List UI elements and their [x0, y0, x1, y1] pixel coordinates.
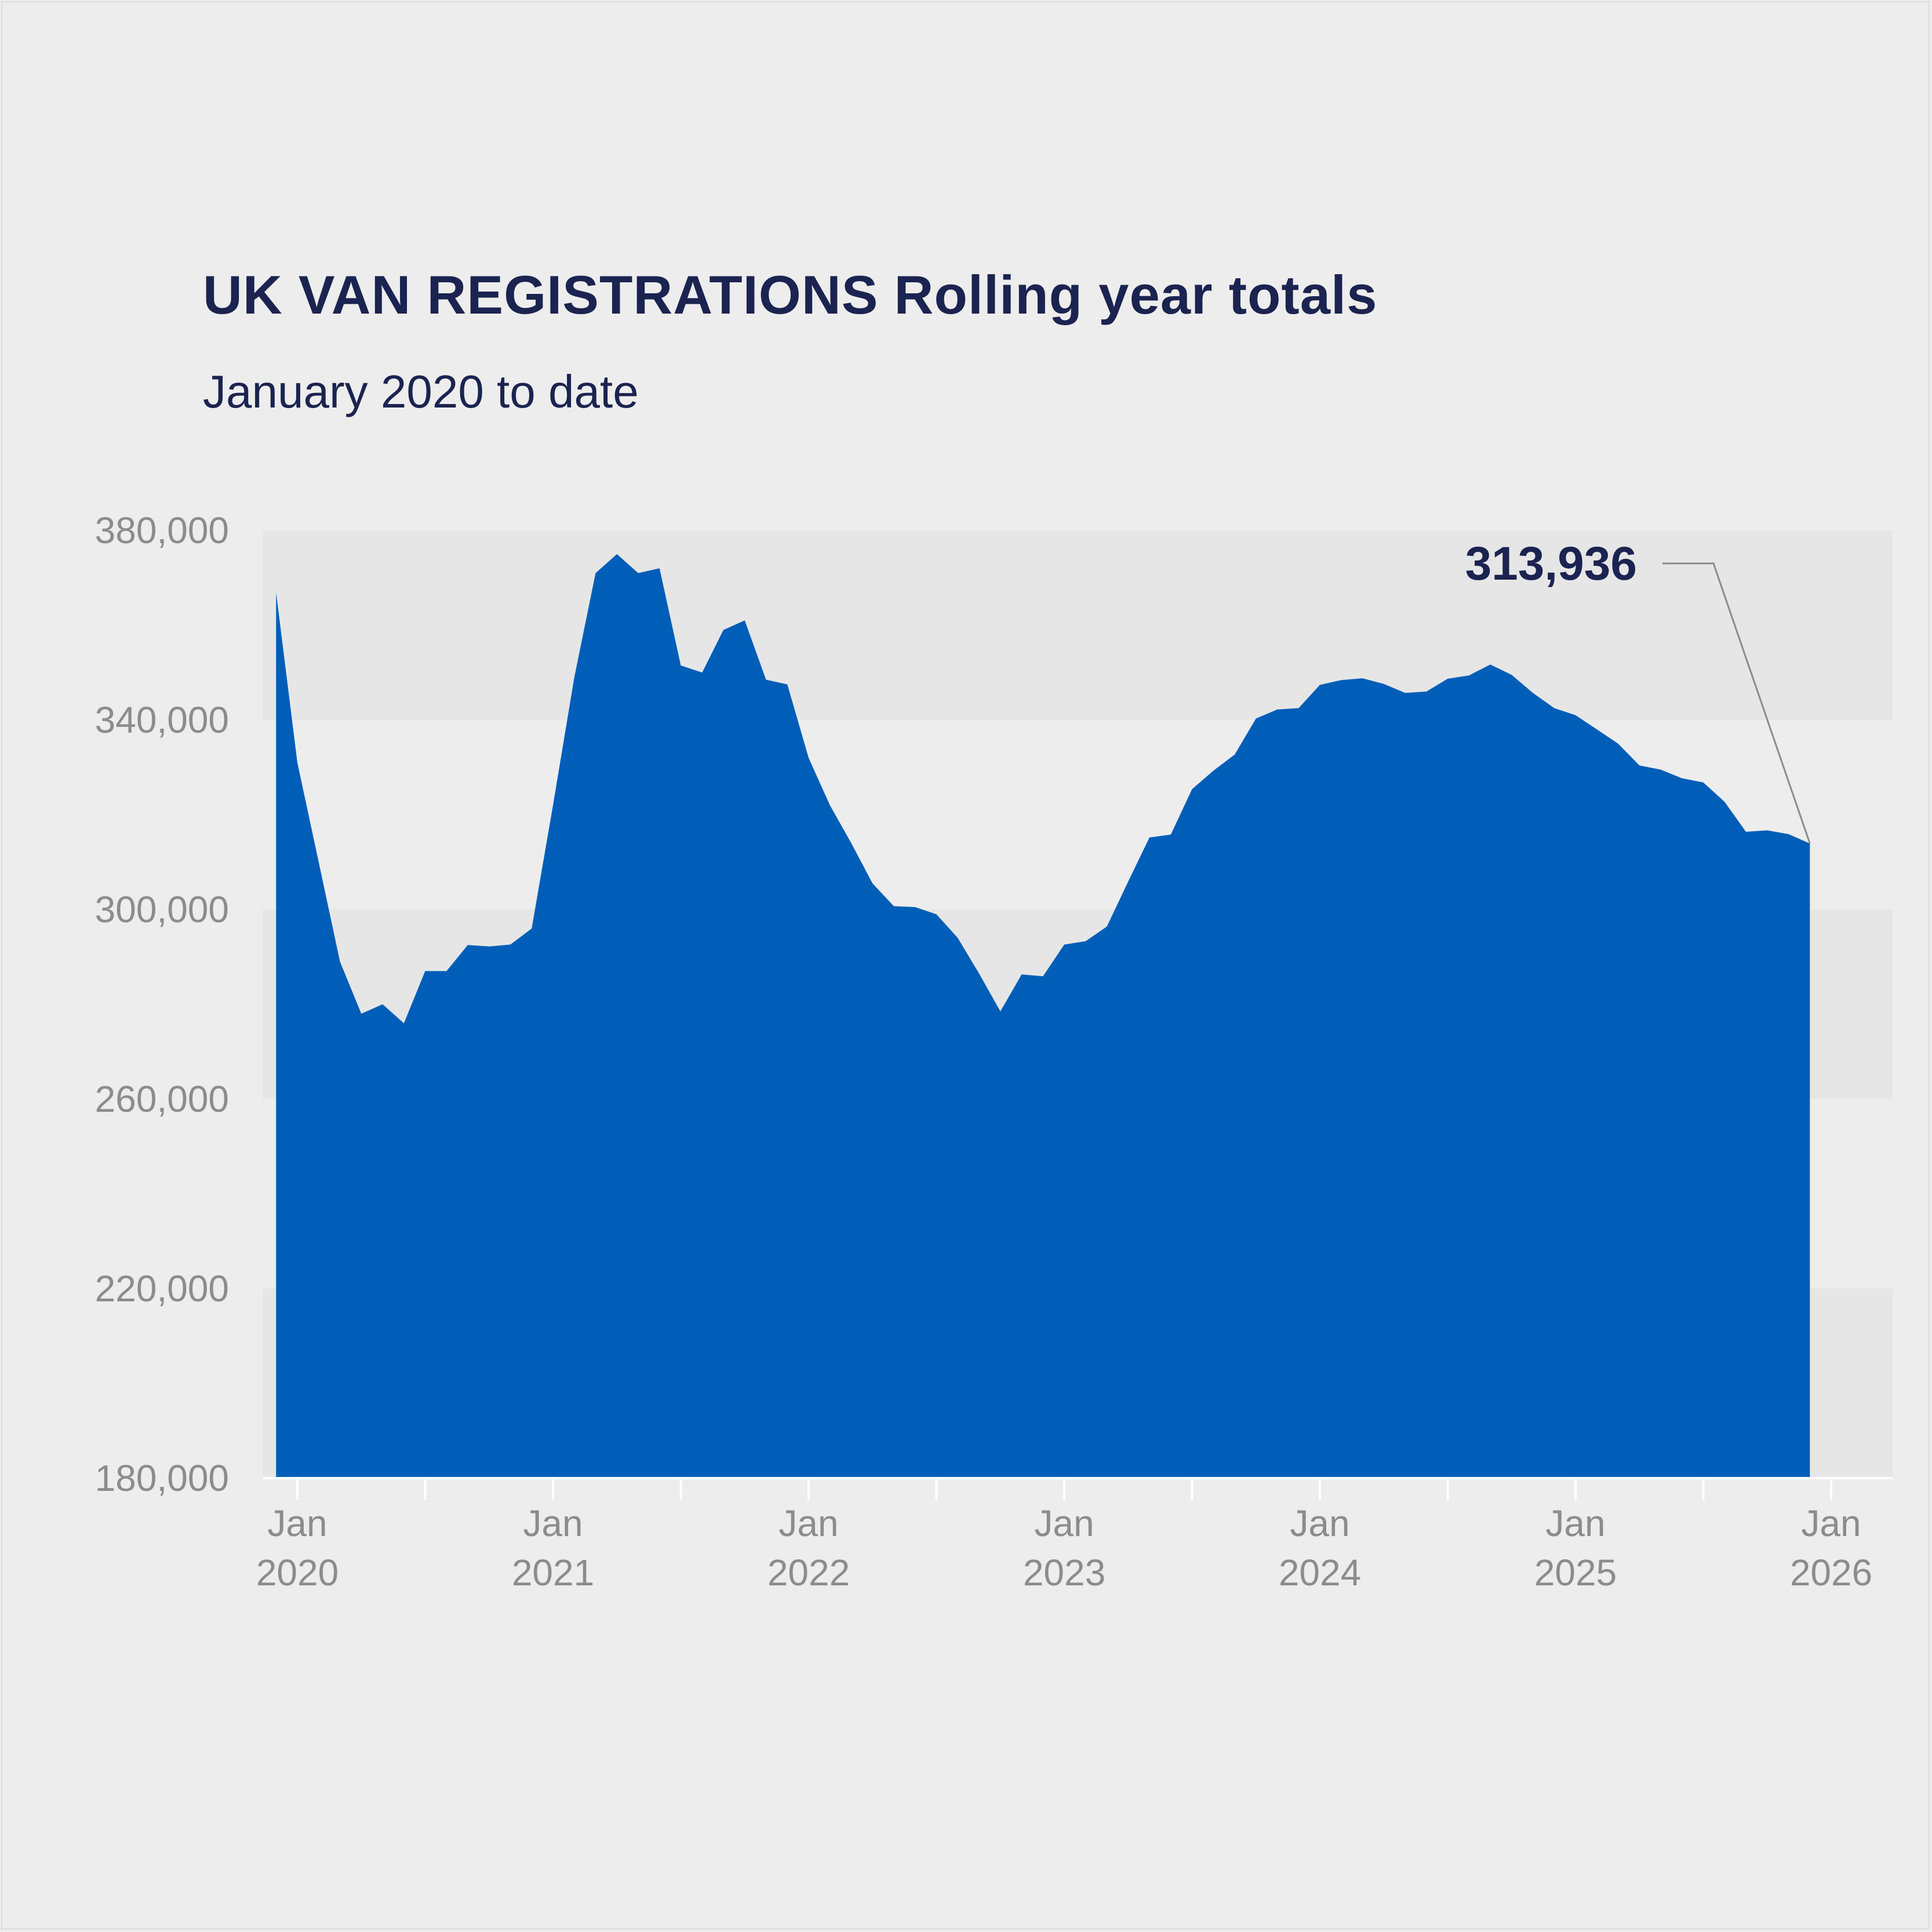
y-tick-label: 300,000 — [95, 889, 229, 930]
x-tick-label-year: 2026 — [1790, 1552, 1872, 1593]
x-axis-labels: Jan 2020 Jan 2021 Jan 2022 Jan 2023 Jan 2024 Jan 20… — [256, 1502, 1872, 1593]
x-tick-label-year: 2022 — [767, 1552, 850, 1593]
x-tick-label-month: Jan — [778, 1502, 838, 1544]
x-tick-label-year: 2023 — [1023, 1552, 1105, 1593]
y-tick-label: 260,000 — [95, 1078, 229, 1120]
y-tick-label: 340,000 — [95, 699, 229, 741]
callout-value-label: 313,936 — [1465, 537, 1637, 590]
x-tick-label-year: 2020 — [256, 1552, 339, 1593]
x-axis-ticks — [296, 1478, 1832, 1500]
chart-title: UK VAN REGISTRATIONS Rolling year totals — [203, 264, 1378, 325]
y-tick-label: 220,000 — [95, 1268, 229, 1309]
x-tick-label-year: 2021 — [512, 1552, 594, 1593]
callout-leader-line — [1662, 562, 1811, 844]
x-tick-label-month: Jan — [523, 1502, 583, 1544]
x-tick-label-year: 2024 — [1279, 1552, 1361, 1593]
x-tick-label-year: 2025 — [1534, 1552, 1617, 1593]
series-area — [276, 554, 1810, 1478]
x-tick-label-month: Jan — [1545, 1502, 1605, 1544]
x-tick-label-month: Jan — [1801, 1502, 1861, 1544]
x-tick-label-month: Jan — [1034, 1502, 1094, 1544]
grid-band — [263, 530, 1893, 720]
chart-subtitle: January 2020 to date — [203, 366, 639, 417]
y-tick-label: 380,000 — [95, 510, 229, 551]
y-tick-label: 180,000 — [95, 1457, 229, 1499]
y-axis-labels: 180,000 220,000 260,000 300,000 340,000 380,0… — [95, 510, 229, 1499]
x-tick-label-month: Jan — [1290, 1502, 1349, 1544]
x-tick-label-month: Jan — [267, 1502, 327, 1544]
